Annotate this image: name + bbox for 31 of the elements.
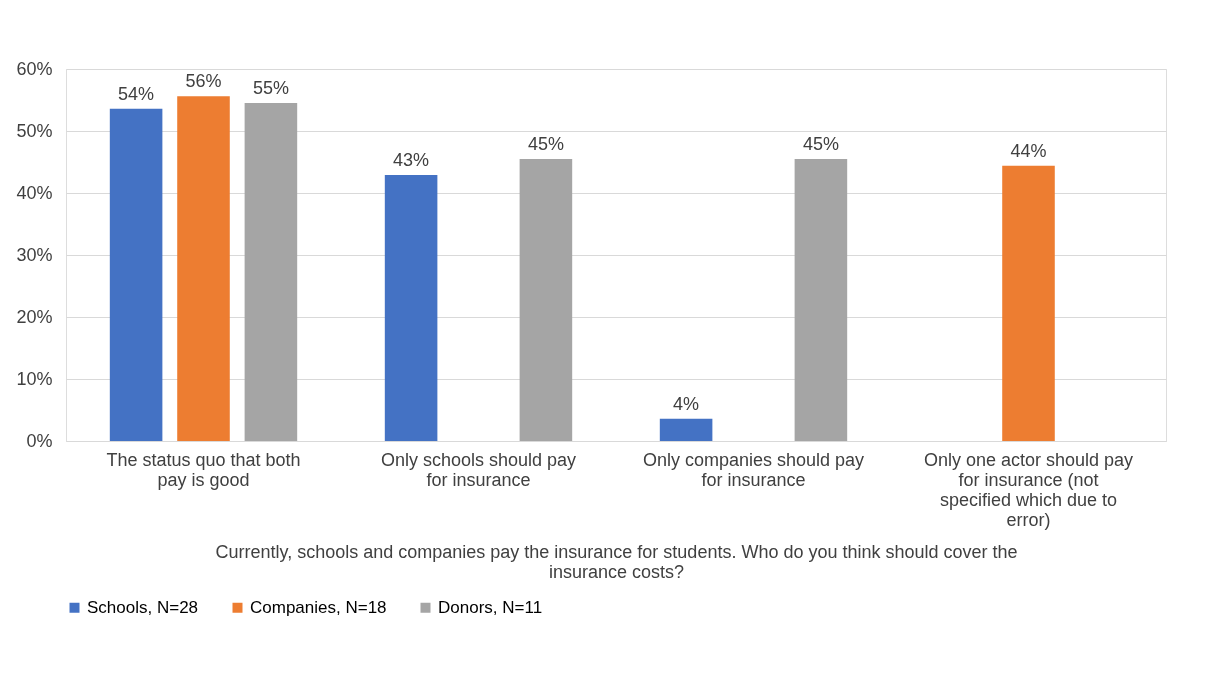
- legend-label: Schools, N=28: [87, 597, 199, 617]
- y-tick-label: 0%: [26, 430, 53, 451]
- bar: [519, 158, 573, 441]
- x-tick-label: Only schools should pay for insurance: [380, 449, 577, 490]
- bar: [384, 175, 438, 441]
- data-label: 44%: [1010, 140, 1047, 161]
- y-tick-label: 10%: [16, 368, 53, 389]
- bar: [659, 418, 713, 441]
- bar: [244, 103, 298, 441]
- x-tick-label: The status quo that both pay is good: [106, 449, 301, 490]
- y-tick-label: 60%: [16, 58, 53, 79]
- data-label: 45%: [802, 133, 839, 154]
- bar: [794, 158, 848, 441]
- legend-label: Donors, N=11: [438, 597, 543, 617]
- data-label: 56%: [185, 71, 222, 92]
- y-tick-label: 50%: [16, 120, 53, 141]
- y-tick-label: 30%: [16, 244, 53, 265]
- data-label: 4%: [673, 393, 700, 414]
- data-label: 45%: [527, 133, 564, 154]
- x-tick-label: Only companies should pay for insurance: [642, 449, 865, 490]
- data-label: 55%: [252, 78, 289, 99]
- x-tick-label: Only one actor should pay for insurance (not specified which due to error): [923, 449, 1134, 530]
- bar: [1002, 165, 1055, 441]
- y-tick-label: 20%: [16, 306, 53, 327]
- bar: [177, 96, 230, 441]
- bar: [109, 108, 163, 441]
- y-tick-label: 40%: [16, 182, 53, 203]
- data-label: 54%: [118, 83, 155, 104]
- legend-label: Companies, N=18: [250, 597, 387, 617]
- x-axis-title: Currently, schools and companies pay the insurance for students. Who do you think should cover the insurance costs?: [215, 541, 1018, 582]
- data-label: 43%: [393, 150, 430, 171]
